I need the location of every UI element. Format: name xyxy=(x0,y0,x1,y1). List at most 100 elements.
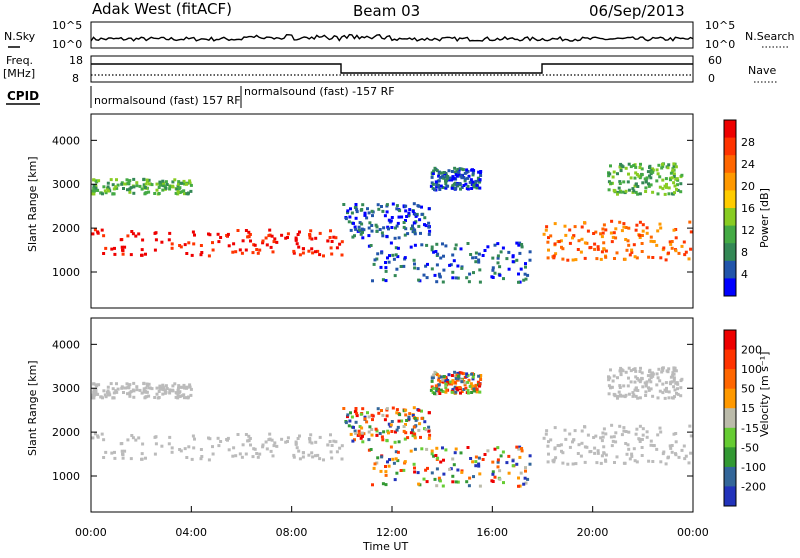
power-cell xyxy=(491,266,495,270)
power-cell xyxy=(157,186,161,189)
velocity-cell xyxy=(244,452,248,456)
power-cell xyxy=(316,249,320,253)
velocity-cell xyxy=(454,447,458,451)
velocity-cell xyxy=(367,448,371,452)
x-tick-label: 20:00 xyxy=(577,526,609,539)
power-cell xyxy=(648,166,651,169)
velocity-cell xyxy=(93,432,97,436)
power-cell xyxy=(662,246,666,250)
velocity-cell xyxy=(234,454,238,458)
power-cell xyxy=(187,191,190,195)
power-cell xyxy=(107,187,111,191)
power-cell xyxy=(634,171,638,175)
velocity-cell xyxy=(182,383,186,387)
power-cell xyxy=(417,224,421,228)
power-cell xyxy=(268,228,272,232)
velocity-cell xyxy=(192,446,196,450)
power-cell xyxy=(663,192,667,196)
velocity-cell xyxy=(173,382,177,386)
velocity-cell xyxy=(618,394,622,398)
velocity-cell xyxy=(633,459,637,463)
velocity-cell xyxy=(432,454,436,458)
power-cell xyxy=(526,273,530,277)
power-cell xyxy=(211,248,215,252)
power-cell xyxy=(594,230,598,234)
power-cell xyxy=(432,169,436,173)
velocity-cell xyxy=(316,453,320,457)
power-cell xyxy=(375,257,379,261)
power-cell xyxy=(462,184,466,187)
date-title: 06/Sep/2013 xyxy=(589,2,685,20)
power-cell xyxy=(244,248,248,252)
power-cell xyxy=(178,244,182,247)
velocity-cell xyxy=(444,386,448,390)
power-cell xyxy=(103,189,107,193)
velocity-cell xyxy=(444,448,448,452)
power-cell xyxy=(433,188,436,192)
velocity-cell xyxy=(471,460,475,464)
velocity-cell xyxy=(167,442,171,446)
velocity-cell xyxy=(456,374,460,378)
velocity-cell xyxy=(464,386,468,390)
power-cell xyxy=(663,184,667,188)
velocity-cell xyxy=(255,452,259,455)
power-cell xyxy=(189,183,193,187)
power-cell xyxy=(547,248,550,252)
velocity-cell xyxy=(373,462,377,466)
power-cell xyxy=(672,172,676,176)
velocity-cell xyxy=(618,384,622,388)
power-cell xyxy=(666,166,670,170)
power-cell xyxy=(671,168,675,172)
power-cell xyxy=(144,252,147,256)
power-cell xyxy=(454,243,458,247)
power-cell xyxy=(476,176,480,180)
power-cell xyxy=(92,192,96,196)
power-cell xyxy=(407,213,411,217)
y-tick-label: 4000 xyxy=(52,134,80,147)
power-cell xyxy=(639,162,642,166)
velocity-cell xyxy=(466,388,470,392)
velocity-cell xyxy=(542,436,546,440)
power-cell xyxy=(633,255,637,259)
velocity-cell xyxy=(406,436,410,440)
velocity-cell xyxy=(644,394,648,397)
power-cell xyxy=(369,244,373,247)
power-cell xyxy=(372,262,376,266)
power-cell xyxy=(384,269,388,273)
velocity-cell xyxy=(478,390,482,394)
power-cell xyxy=(249,239,252,243)
power-cell xyxy=(636,192,640,196)
velocity-cell xyxy=(424,428,428,432)
velocity-cell xyxy=(389,423,393,427)
velocity-cell xyxy=(559,443,563,447)
power-cell xyxy=(251,251,255,255)
power-cell xyxy=(395,204,399,208)
power-cell xyxy=(457,173,461,177)
velocity-cell xyxy=(602,451,606,455)
power-cell xyxy=(454,173,458,177)
velocity-cell xyxy=(360,426,364,430)
power-cell xyxy=(329,229,332,233)
velocity-cell xyxy=(629,369,633,373)
power-cell xyxy=(641,181,645,185)
velocity-cell xyxy=(429,388,433,392)
velocity-cell xyxy=(632,368,636,371)
velocity-cell xyxy=(467,378,471,382)
velocity-cell xyxy=(589,450,593,453)
velocity-cell xyxy=(191,434,195,438)
x-tick-label: 04:00 xyxy=(175,526,207,539)
velocity-cell xyxy=(310,441,314,445)
velocity-cell xyxy=(380,409,383,412)
velocity-cell xyxy=(471,384,475,388)
power-cell xyxy=(602,241,606,245)
beam-title: Beam 03 xyxy=(353,2,420,20)
colorbar-swatch xyxy=(724,388,736,409)
velocity-cell xyxy=(308,437,312,440)
power-cell xyxy=(456,276,460,280)
velocity-cell xyxy=(470,372,474,376)
velocity-cell xyxy=(177,386,180,390)
power-cell xyxy=(270,234,274,238)
velocity-cell xyxy=(247,434,251,438)
power-cell xyxy=(373,258,377,262)
power-cell xyxy=(627,162,631,166)
